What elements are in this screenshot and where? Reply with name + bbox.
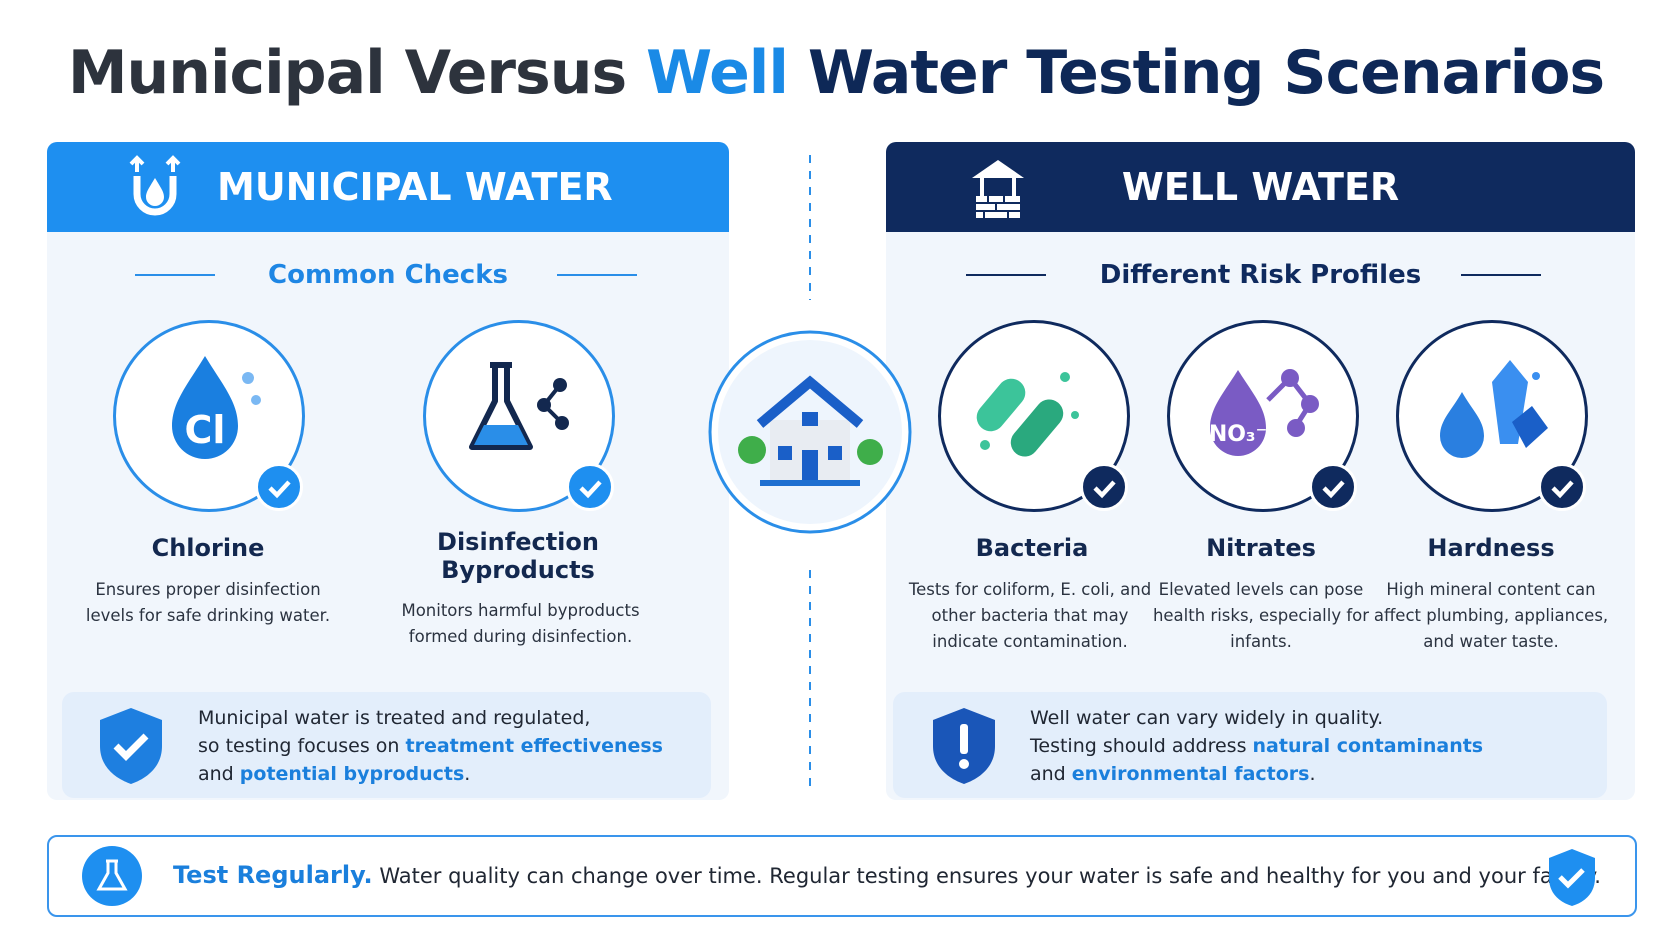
icon bbox=[976, 372, 1079, 457]
check-mark bbox=[1551, 480, 1574, 499]
note-text: Well water can vary widely in quality. Te… bbox=[1030, 704, 1590, 788]
note-part: and bbox=[198, 763, 234, 785]
item-desc: Monitors harmful byproducts formed durin… bbox=[401, 601, 640, 646]
note-part: Well water can vary widely in quality. bbox=[1030, 707, 1384, 729]
check-mark bbox=[579, 480, 602, 499]
check bbox=[1538, 463, 1586, 511]
item-desc: Ensures proper disinfection levels for s… bbox=[85, 580, 331, 625]
item-desc: Elevated levels can pose health risks, e… bbox=[1152, 580, 1370, 651]
note-box: Municipal water is treated and regulated… bbox=[62, 692, 711, 798]
check bbox=[255, 463, 303, 511]
icon-text: NO₃⁻ bbox=[1208, 422, 1268, 447]
note-highlight: environmental factors bbox=[1071, 763, 1310, 785]
icon bbox=[972, 160, 1024, 218]
title-part: Water Testing Scenarios bbox=[807, 38, 1605, 108]
note-highlight: potential byproducts bbox=[239, 763, 465, 785]
icon bbox=[82, 846, 142, 906]
note-part: . bbox=[464, 763, 471, 785]
note-box: Well water can vary widely in quality. Te… bbox=[893, 692, 1607, 798]
item-desc: Tests for coliform, E. coli, and other b… bbox=[908, 580, 1152, 651]
icon bbox=[1210, 369, 1319, 456]
title: Municipal Versus Well Water Testing Scen… bbox=[0, 38, 1672, 108]
check-mark bbox=[268, 480, 291, 499]
icon bbox=[469, 362, 569, 450]
panel-header: MUNICIPAL WATER bbox=[47, 142, 729, 232]
item-name: Disinfection Byproducts bbox=[437, 528, 599, 584]
footer-body: Water quality can change over time. Regu… bbox=[379, 864, 1601, 888]
icon bbox=[1549, 849, 1595, 906]
title-part: Well bbox=[646, 38, 789, 108]
item-name: Nitrates bbox=[1206, 534, 1316, 562]
footer: Test Regularly. Water quality can change… bbox=[47, 835, 1637, 917]
icon-text: Cl bbox=[184, 408, 226, 452]
note-highlight: natural contaminants bbox=[1252, 735, 1484, 757]
icon bbox=[933, 708, 995, 784]
footer-lead: Test Regularly. bbox=[173, 861, 373, 889]
icon bbox=[100, 708, 162, 784]
note-part: Municipal water is treated and regulated… bbox=[198, 707, 591, 729]
check-mark bbox=[1322, 480, 1345, 499]
note-highlight: treatment effectiveness bbox=[405, 735, 663, 757]
item-desc: High mineral content can affect plumbing… bbox=[1373, 580, 1609, 651]
icon bbox=[172, 356, 261, 459]
item-name: Bacteria bbox=[975, 534, 1089, 562]
note-part: so testing focuses on bbox=[198, 735, 400, 757]
check bbox=[1309, 463, 1357, 511]
note-part: . bbox=[1309, 763, 1316, 785]
icon bbox=[129, 155, 181, 216]
note-part: and bbox=[1030, 763, 1066, 785]
subtitle: Common Checks bbox=[268, 260, 508, 290]
note-text: Municipal water is treated and regulated… bbox=[198, 704, 698, 788]
check-mark bbox=[1093, 480, 1116, 499]
divider bbox=[708, 155, 912, 790]
check bbox=[1080, 463, 1128, 511]
icon bbox=[1440, 360, 1548, 458]
note-part: Testing should address bbox=[1030, 735, 1247, 757]
title-part: Municipal Versus bbox=[67, 38, 627, 108]
footer-text: Test Regularly. Water quality can change… bbox=[173, 861, 1601, 889]
check bbox=[566, 463, 614, 511]
item-name: Hardness bbox=[1427, 534, 1555, 562]
item-name: Chlorine bbox=[151, 534, 265, 562]
panel-header: WELL WATER bbox=[886, 142, 1635, 232]
subtitle: Different Risk Profiles bbox=[1099, 260, 1422, 290]
